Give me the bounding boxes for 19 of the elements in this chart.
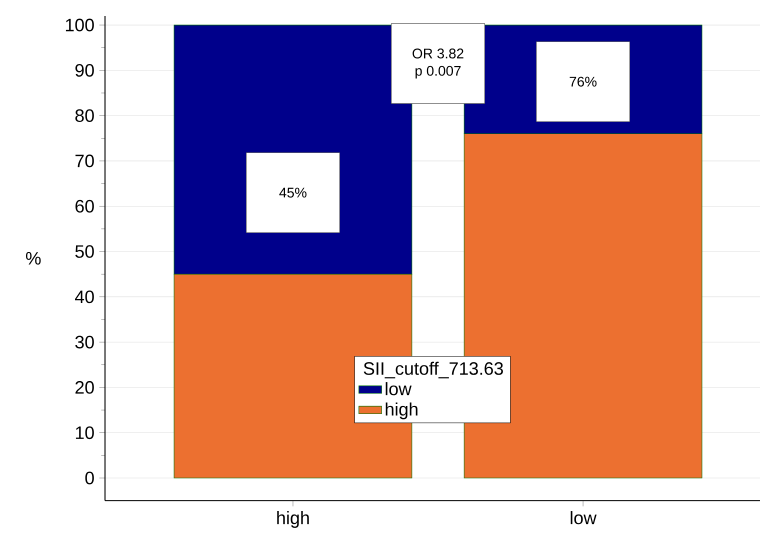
annotation: 45% — [279, 188, 306, 198]
y-tick-label: 80 — [75, 109, 94, 122]
legend-label: high — [386, 402, 418, 420]
y-tick-label: 20 — [75, 381, 94, 394]
y-axis-title: % — [26, 252, 41, 265]
annotation: p 0.007 — [416, 66, 461, 79]
annotation: OR 3.82 — [412, 48, 464, 58]
y-tick-label: 30 — [75, 336, 94, 348]
legend-title: SII_cutoff_713.63 — [364, 362, 503, 378]
y-tick-label: 60 — [76, 200, 94, 213]
y-tick-label: 10 — [76, 426, 94, 440]
y-tick-label: 100 — [66, 18, 94, 32]
y-tick-label: 0 — [85, 472, 94, 484]
legend-label: low — [386, 382, 412, 396]
annotation: 76% — [570, 76, 597, 87]
y-tick-label: 90 — [75, 64, 94, 77]
y-tick-label: 40 — [75, 290, 94, 304]
y-tick-label: 50 — [75, 245, 94, 258]
y-tick-label: 70 — [76, 154, 94, 168]
